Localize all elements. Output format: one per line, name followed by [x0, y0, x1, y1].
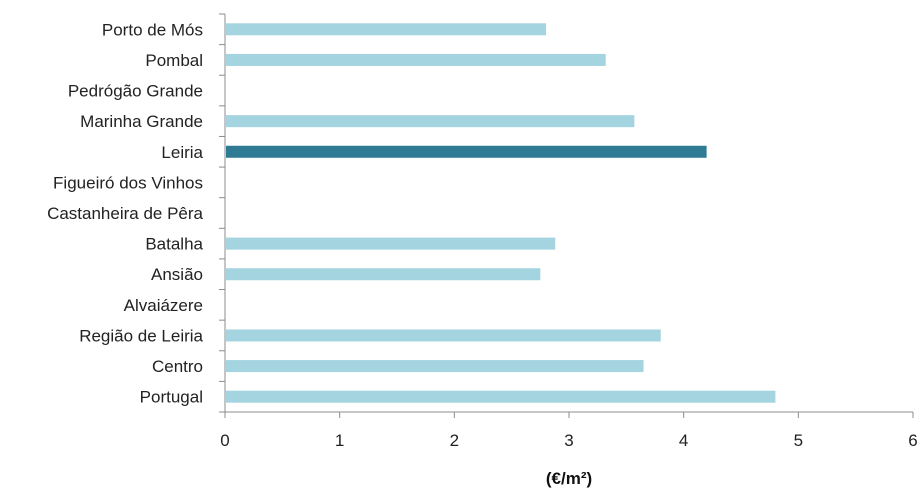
x-axis: 0 1 2 3 4 5 6: [220, 411, 918, 450]
bar: [226, 268, 541, 281]
category-label: Marinha Grande: [80, 112, 203, 131]
bars-group: [226, 23, 776, 403]
category-labels: Porto de Mós Pombal Pedrógão Grande Marinha…: [47, 20, 203, 406]
x-tick-label: 0: [220, 431, 229, 450]
category-label: Porto de Mós: [102, 20, 203, 39]
category-label: Pedrógão Grande: [68, 82, 203, 101]
bar: [226, 115, 635, 128]
category-label: Leiria: [161, 143, 203, 162]
category-label: Figueiró dos Vinhos: [53, 173, 203, 192]
bar: [226, 23, 547, 36]
bar: [226, 329, 661, 342]
category-label: Região de Leiria: [79, 326, 203, 345]
x-tick-label: 6: [908, 431, 917, 450]
category-label: Portugal: [140, 388, 203, 407]
x-tick-label: 3: [564, 431, 573, 450]
bar: [226, 360, 644, 373]
category-label: Centro: [152, 357, 203, 376]
x-axis-title: (€/m²): [546, 469, 592, 488]
bar: [226, 145, 707, 158]
bar: [226, 390, 776, 403]
y-axis: [219, 13, 226, 413]
category-label: Pombal: [145, 51, 203, 70]
category-label: Batalha: [145, 235, 203, 254]
x-tick-label: 2: [450, 431, 459, 450]
category-label: Ansião: [151, 265, 203, 284]
category-label: Castanheira de Pêra: [47, 204, 203, 223]
x-tick-label: 5: [794, 431, 803, 450]
x-tick-label: 1: [335, 431, 344, 450]
x-tick-label: 4: [679, 431, 688, 450]
category-label: Alvaiázere: [124, 296, 203, 315]
bar: [226, 237, 556, 250]
bar: [226, 53, 606, 66]
